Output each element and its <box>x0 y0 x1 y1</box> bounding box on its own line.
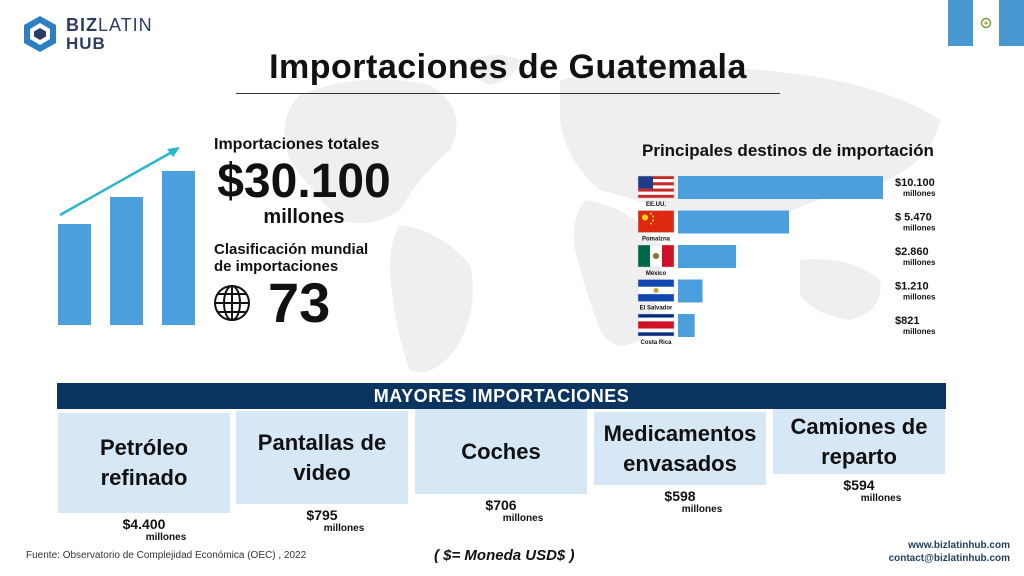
import-value-number: $4.400 <box>122 516 166 532</box>
globe-icon <box>214 285 250 321</box>
total-imports-label: Importaciones totales <box>214 136 380 153</box>
mexico-flag-icon <box>637 244 675 268</box>
currency-note: ( $= Moneda USD$ ) <box>434 547 575 564</box>
growth-bar-1 <box>58 224 91 325</box>
destination-unit-label: millones <box>903 293 936 302</box>
flag-stripe-center <box>973 0 999 46</box>
import-value-number: $598 <box>664 488 696 504</box>
destination-country-label: EE.UU. <box>646 202 666 208</box>
total-imports-value: $30.100 <box>217 155 391 208</box>
destination-value-label: $10.100 <box>895 177 935 189</box>
import-category-box: Camiones de reparto <box>773 409 945 474</box>
destination-value-label: $1.210 <box>895 281 929 293</box>
import-category-box: Pantallas de video <box>236 411 408 504</box>
flag-stripe-right <box>998 0 1024 46</box>
import-category-value: $706 millones <box>415 497 587 525</box>
import-value-number: $795 <box>306 507 338 523</box>
destination-value-label: $ 5.470 <box>895 212 932 224</box>
destination-country-label: Pomalzna <box>642 237 671 243</box>
logo-word-bottom: HUB <box>66 34 106 53</box>
destination-unit-label: millones <box>903 327 936 336</box>
flag-emblem-icon <box>980 17 992 29</box>
major-imports-header: MAYORES IMPORTACIONES <box>57 383 946 409</box>
import-value-number: $594 <box>843 477 875 493</box>
destination-unit-label: millones <box>903 189 936 198</box>
destination-value-label: $821 <box>895 315 919 327</box>
bar-chart-arrow-icon <box>58 147 195 325</box>
title-underline <box>236 93 780 94</box>
destination-unit-label: millones <box>903 224 936 233</box>
destination-bar <box>678 176 883 199</box>
logo-word-top: BIZLATIN <box>66 15 153 35</box>
bizlatinhub-logo-icon <box>24 16 56 52</box>
growth-arrow-head <box>167 147 180 157</box>
destination-value-label: $2.860 <box>895 246 929 258</box>
import-value-unit: millones <box>681 504 723 515</box>
destinations-title: Principales destinos de importación <box>642 141 934 160</box>
world-ranking-label: Clasificación mundial de importaciones <box>214 241 404 275</box>
destination-unit-label: millones <box>903 258 936 267</box>
destination-bar <box>678 245 737 268</box>
website-link[interactable]: www.bizlatinhub.com <box>908 540 1010 551</box>
usa-flag-icon <box>637 175 675 199</box>
destination-bar <box>678 210 790 234</box>
import-category-box: Petróleo refinado <box>58 413 230 513</box>
import-category-value: $795 millones <box>236 507 408 535</box>
growth-bar-2 <box>110 197 143 325</box>
import-value-unit: millones <box>323 523 365 534</box>
contact-info: www.bizlatinhub.com contact@bizlatinhub.… <box>860 539 1010 565</box>
flag-stripe-left <box>948 0 974 46</box>
import-category-box: Medicamentos envasados <box>594 412 766 485</box>
world-ranking-label-line2: de importaciones <box>214 258 339 275</box>
import-category-value: $598 millones <box>594 488 766 516</box>
import-category-box: Coches <box>415 409 587 494</box>
total-imports-unit: millones <box>263 206 345 228</box>
import-category-value: $594 millones <box>773 477 945 505</box>
destination-bar <box>678 279 703 303</box>
import-value-unit: millones <box>502 513 544 524</box>
destination-country-label: El Salvador <box>640 306 673 312</box>
costa-rica-flag-icon <box>637 313 675 337</box>
guatemala-flag <box>948 0 1024 46</box>
destination-country-label: México <box>646 271 667 277</box>
china-flag-icon <box>637 210 675 233</box>
bizlatinhub-logo[interactable]: BIZLATIN HUB <box>20 14 153 54</box>
destination-country-label: Costa Rica <box>640 340 672 346</box>
world-ranking-label-line1: Clasificación mundial <box>214 241 369 258</box>
email-link[interactable]: contact@bizlatinhub.com <box>888 553 1010 564</box>
import-value-unit: millones <box>860 493 902 504</box>
world-ranking-value: 73 <box>268 271 331 334</box>
growth-arrow-line <box>59 150 173 217</box>
import-value-number: $706 <box>485 497 517 513</box>
import-category-value: $4.400 millones <box>58 516 230 544</box>
import-value-unit: millones <box>145 532 187 543</box>
destination-bar <box>678 314 695 337</box>
growth-bar-3 <box>162 171 195 325</box>
el-salvador-flag-icon <box>637 279 675 302</box>
source-note: Fuente: Observatorio de Complejidad Econ… <box>26 550 307 561</box>
page-title: Importaciones de Guatemala <box>269 48 747 86</box>
